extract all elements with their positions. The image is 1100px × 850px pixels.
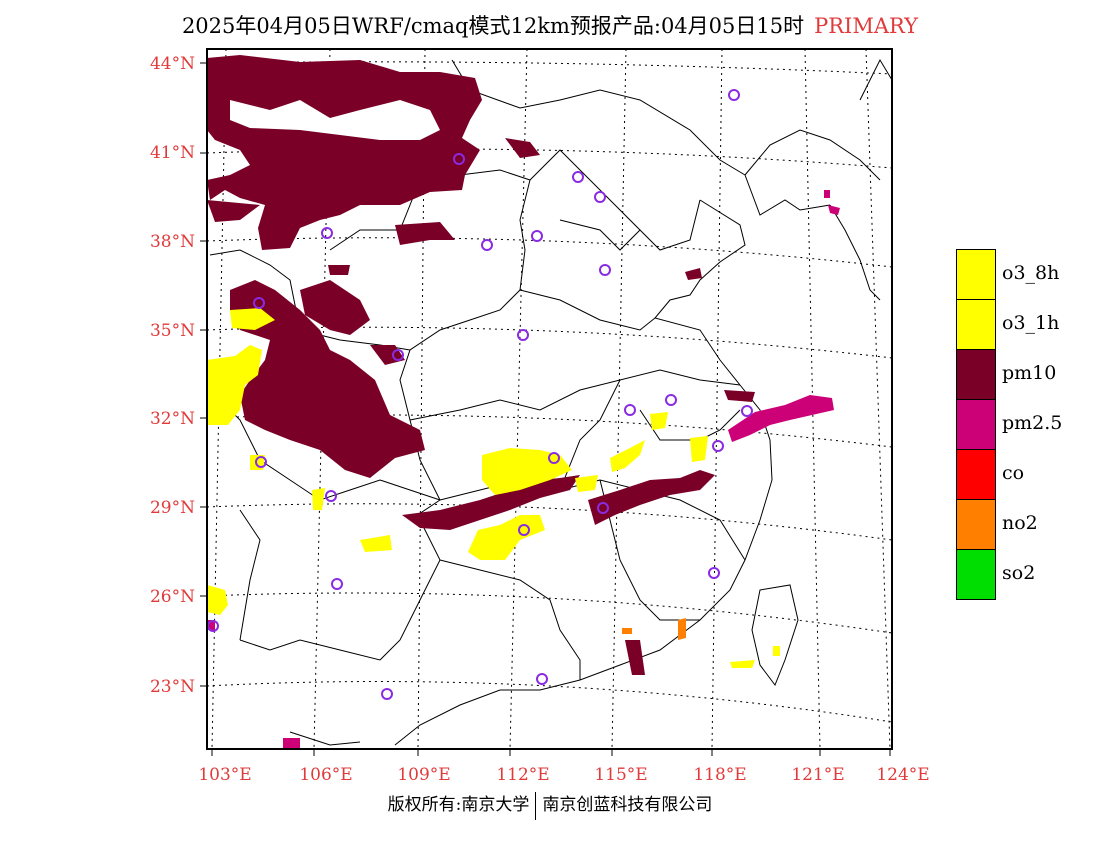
legend-label-pm10: pm10 (1002, 362, 1057, 384)
lon-label-106e: 106°E (299, 765, 353, 785)
map-frame (206, 48, 893, 750)
legend-label-so2: so2 (1002, 562, 1036, 584)
lat-label-23n: 23°N (149, 677, 195, 697)
lat-label-38n: 38°N (149, 232, 195, 252)
lat-label-26n: 26°N (149, 587, 195, 607)
legend-swatch-o3-1h (956, 299, 996, 350)
legend-swatch-co (956, 449, 996, 500)
legend-swatch-no2 (956, 499, 996, 550)
copyright-left: 版权所有:南京大学 (387, 795, 530, 815)
legend-swatch-so2 (956, 549, 996, 600)
lat-label-41n: 41°N (149, 143, 195, 163)
lat-label-29n: 29°N (149, 498, 195, 518)
lon-label-121e: 121°E (791, 765, 845, 785)
graticule (207, 49, 892, 749)
lon-label-115e: 115°E (594, 765, 648, 785)
legend-swatch-pm25 (956, 399, 996, 450)
lat-label-32n: 32°N (149, 409, 195, 429)
legend-swatch-o3-8h (956, 249, 996, 300)
legend-label-co: co (1002, 462, 1025, 484)
lon-label-112e: 112°E (496, 765, 550, 785)
lat-label-44n: 44°N (149, 54, 195, 74)
primary-tag: PRIMARY (814, 14, 919, 38)
legend-label-pm25: pm2.5 (1002, 412, 1063, 434)
map-title: 2025年04月05日WRF/cmaq模式12km预报产品:04月05日15时 P… (0, 10, 1100, 40)
lon-label-118e: 118°E (693, 765, 747, 785)
copyright-footer: 版权所有:南京大学 南京创蓝科技有限公司 (0, 790, 1100, 820)
copyright-right: 南京创蓝科技有限公司 (542, 795, 713, 815)
axis-ticks (200, 62, 891, 756)
lon-label-124e: 124°E (876, 765, 930, 785)
pm10-regions (207, 55, 755, 675)
legend-label-o3-8h: o3_8h (1002, 262, 1060, 284)
no2-regions (622, 618, 686, 640)
lon-label-109e: 109°E (397, 765, 451, 785)
lon-label-103e: 103°E (198, 765, 252, 785)
title-text: 2025年04月05日WRF/cmaq模式12km预报产品:04月05日15时 (181, 14, 805, 38)
legend-label-no2: no2 (1002, 512, 1038, 534)
legend-swatch-pm10 (956, 349, 996, 400)
lat-label-35n: 35°N (149, 321, 195, 341)
legend-label-o3-1h: o3_1h (1002, 312, 1060, 334)
footer-separator (535, 791, 537, 820)
